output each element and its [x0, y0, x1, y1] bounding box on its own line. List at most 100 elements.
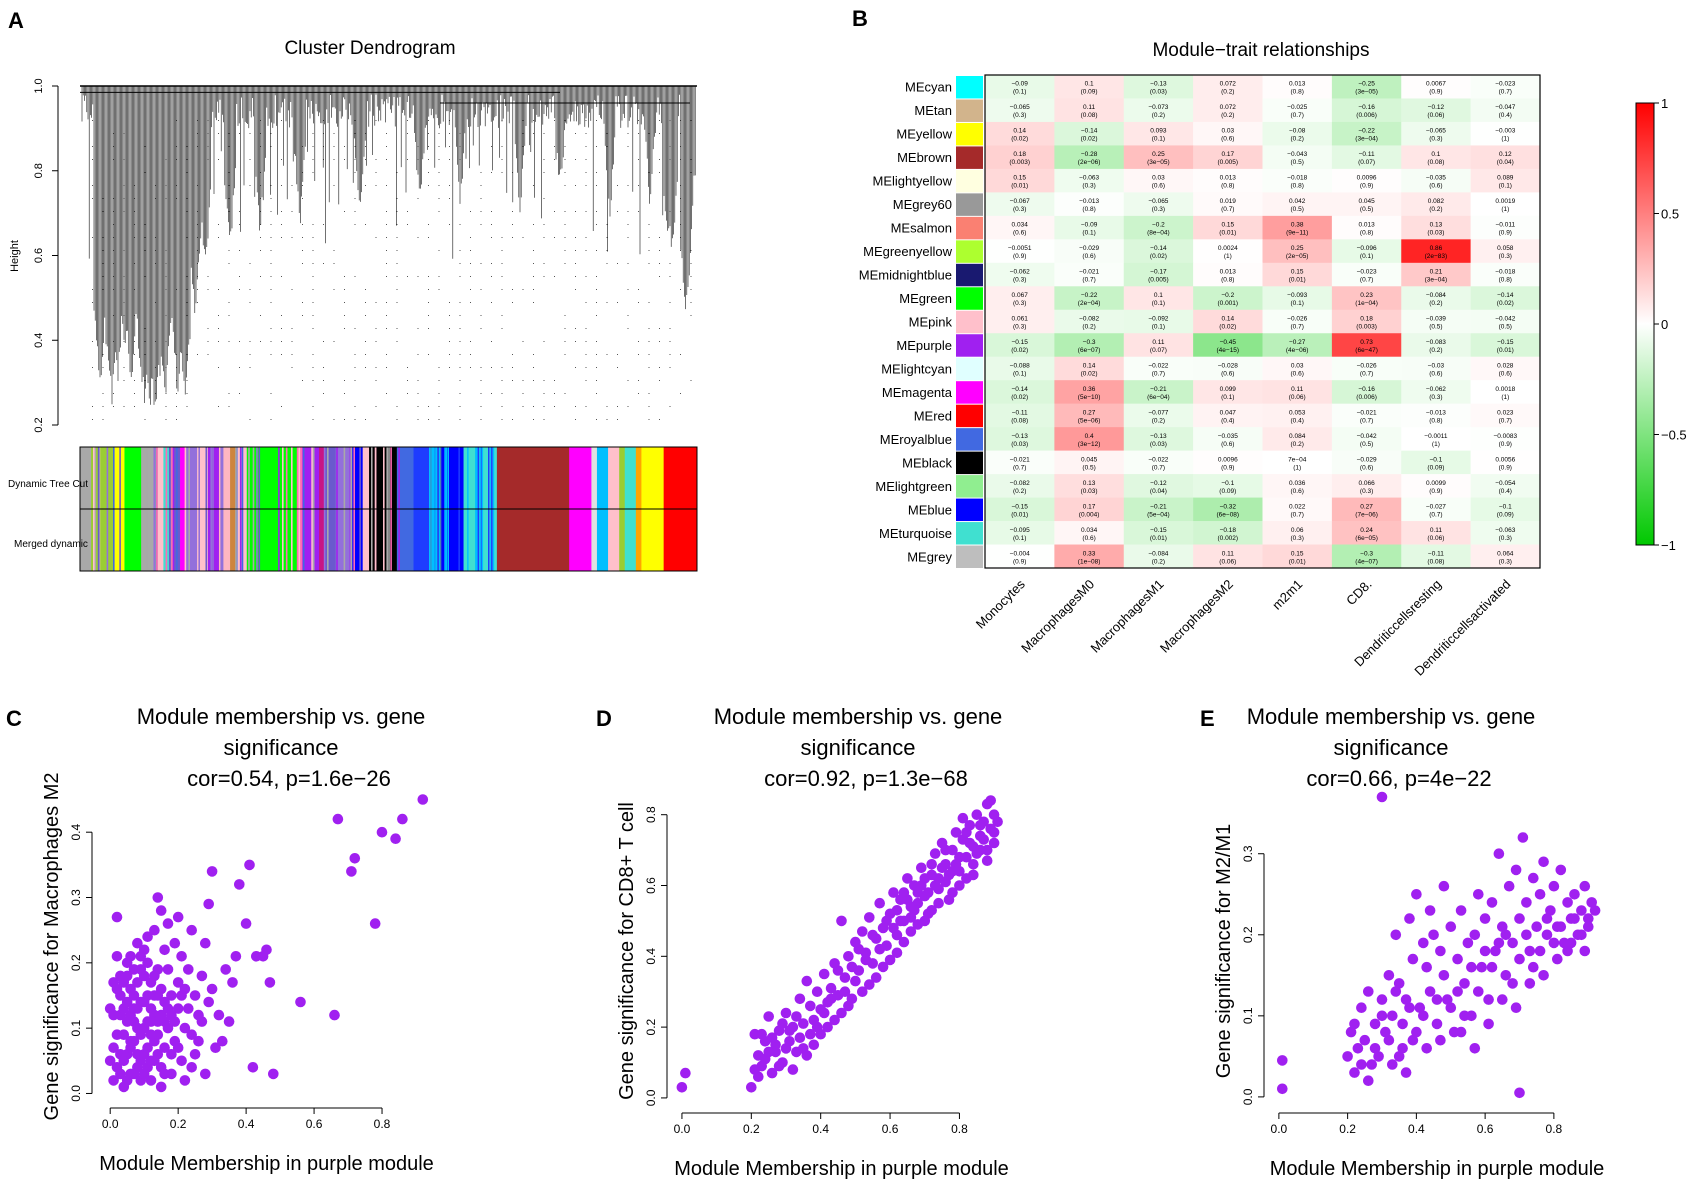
grid-dot: [638, 133, 639, 134]
heatmap-cell: [1054, 239, 1125, 264]
grid-dot: [386, 367, 387, 368]
heatmap-cell: [1262, 403, 1333, 428]
scatter-point: [836, 1007, 847, 1019]
grid-dot: [575, 237, 576, 238]
heatmap-cell-pvalue: (0.9): [1499, 441, 1512, 448]
scatter-point: [295, 996, 306, 1008]
scatter-point: [132, 1049, 143, 1060]
grid-dot: [113, 224, 114, 225]
grid-dot: [501, 328, 503, 329]
grid-dot: [144, 328, 146, 329]
heatmap-cell-pvalue: (0.6): [1152, 183, 1165, 190]
grid-dot: [543, 393, 545, 394]
heatmap-cell-value: 0.013: [1358, 222, 1375, 229]
heatmap-cell: [1331, 98, 1402, 123]
scatter-point: [1476, 961, 1487, 973]
grid-dot: [386, 354, 387, 355]
grid-dot: [449, 224, 450, 225]
grid-dot: [354, 380, 356, 381]
grid-dot: [144, 250, 146, 251]
grid-dot: [501, 406, 503, 407]
grid-dot: [470, 211, 471, 212]
grid-dot: [606, 237, 608, 238]
grid-dot: [165, 406, 167, 407]
scatter-point: [196, 1016, 208, 1027]
scatter-x-label: Module Membership in purple module: [99, 1153, 434, 1175]
grid-dot: [344, 159, 345, 160]
heatmap-cell-pvalue: (0.3): [1013, 300, 1026, 307]
grid-dot: [480, 172, 482, 173]
grid-dot: [585, 159, 587, 160]
scatter-point: [756, 1028, 767, 1040]
heatmap-cell-pvalue: (0.4): [1291, 417, 1304, 424]
scatter-point: [1345, 1026, 1357, 1038]
grid-dot: [113, 315, 114, 316]
scatter-point: [1390, 929, 1402, 941]
grid-dot: [449, 146, 450, 147]
heatmap-cell: [985, 262, 1055, 287]
grid-dot: [249, 263, 251, 264]
scatter-point: [111, 911, 123, 923]
heatmap-cell-value: 0.072: [1220, 104, 1237, 111]
grid-dot: [228, 315, 230, 316]
scatter-point: [1445, 1002, 1457, 1013]
scatter-point: [891, 947, 903, 959]
scatter-point: [186, 1029, 197, 1040]
scatter-point: [132, 977, 143, 988]
module-color-swatch: [956, 428, 983, 451]
heatmap-cell-value: −0.047: [1495, 104, 1515, 111]
heatmap-cell: [1470, 403, 1541, 428]
heatmap-cell-pvalue: (0.3): [1013, 324, 1026, 331]
scatter-point: [919, 915, 931, 927]
grid-dot: [186, 315, 188, 316]
heatmap-cell: [1123, 356, 1194, 381]
grid-dot: [564, 159, 566, 160]
grid-dot: [92, 185, 93, 186]
grid-dot: [239, 250, 240, 251]
heatmap-cell: [1401, 75, 1471, 99]
heatmap-cell: [1054, 145, 1125, 170]
heatmap-row-label: MEmidnightblue: [859, 268, 952, 283]
grid-dot: [480, 263, 482, 264]
heatmap-cell-value: −0.018: [1287, 175, 1307, 182]
heatmap-cell: [1470, 333, 1541, 358]
heatmap-cell-value: 0.23: [1360, 292, 1373, 299]
scatter-point: [1562, 945, 1573, 957]
scatter-point: [1517, 832, 1529, 843]
grid-dot: [669, 276, 671, 277]
grid-dot: [396, 211, 398, 212]
grid-dot: [596, 315, 597, 316]
grid-dot: [428, 120, 429, 121]
scatter-point: [954, 880, 965, 891]
heatmap-cell-pvalue: (0.6): [1291, 371, 1304, 378]
grid-dot: [407, 224, 408, 225]
module-color-swatch: [956, 334, 983, 357]
heatmap-cell-pvalue: (0.4): [1221, 417, 1234, 424]
grid-dot: [113, 406, 114, 407]
grid-dot: [606, 224, 608, 225]
heatmap-cell: [1123, 98, 1194, 123]
grid-dot: [365, 341, 366, 342]
heatmap-cell: [1193, 168, 1263, 193]
grid-dot: [312, 380, 314, 381]
scatter-x-tick-label: 0.2: [170, 1117, 187, 1131]
grid-dot: [281, 185, 282, 186]
grid-dot: [638, 341, 639, 342]
scatter-title: significance: [1334, 735, 1449, 760]
grid-dot: [344, 380, 345, 381]
heatmap-cell-pvalue: (0.1): [1360, 253, 1373, 260]
scatter-point: [1510, 864, 1522, 876]
scatter-point: [268, 1068, 279, 1080]
grid-dot: [669, 263, 671, 264]
grid-dot: [396, 263, 398, 264]
grid-dot: [449, 354, 450, 355]
heatmap-cell: [1193, 474, 1263, 498]
heatmap-cell-value: −0.21: [1150, 386, 1167, 393]
heatmap-cell: [1470, 98, 1541, 123]
scatter-point: [1369, 1043, 1381, 1054]
module-color-swatch: [956, 216, 983, 240]
grid-dot: [617, 354, 618, 355]
grid-dot: [669, 302, 671, 303]
scatter-point: [1393, 1051, 1405, 1062]
grid-dot: [312, 419, 314, 420]
